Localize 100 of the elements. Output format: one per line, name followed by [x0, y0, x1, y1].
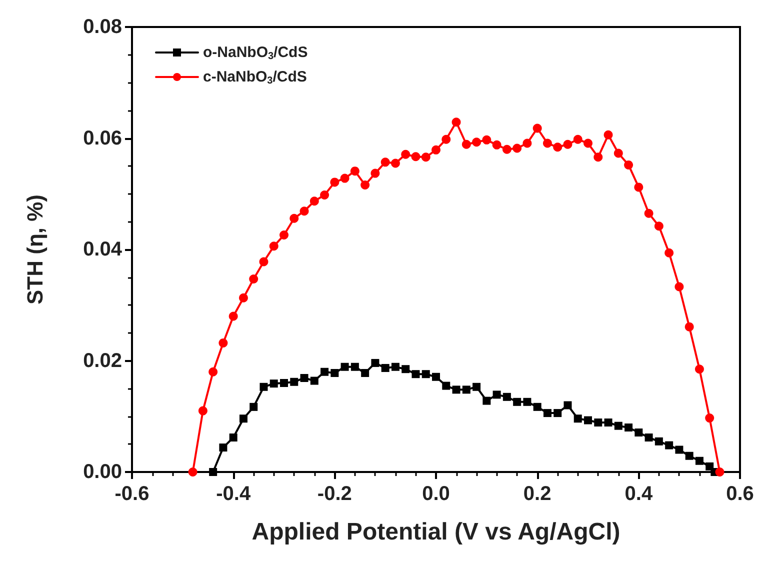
point: [482, 396, 491, 405]
point: [532, 124, 542, 133]
y-tick-label: 0.00: [83, 461, 122, 483]
point: [695, 456, 704, 465]
y-tick-label: 0.04: [83, 238, 123, 260]
point: [320, 368, 329, 376]
y-tick-label: 0.02: [83, 350, 122, 372]
point: [198, 406, 208, 416]
point: [614, 422, 622, 430]
point: [401, 150, 410, 159]
point: [250, 402, 258, 411]
point: [239, 414, 248, 423]
point: [188, 468, 198, 476]
point: [380, 158, 390, 167]
point: [370, 168, 380, 178]
point: [472, 382, 481, 391]
point: [270, 380, 278, 388]
point: [219, 444, 228, 452]
point: [290, 378, 298, 386]
x-tick-label: 0.6: [726, 483, 754, 505]
point: [361, 368, 370, 377]
point: [654, 437, 663, 446]
point: [290, 214, 299, 223]
point: [340, 362, 349, 371]
point: [634, 182, 644, 192]
point: [260, 382, 268, 391]
point: [228, 312, 238, 321]
point: [553, 142, 562, 152]
x-tick-label: -0.4: [216, 483, 252, 505]
x-tick-label: 0.4: [624, 483, 654, 505]
point: [523, 398, 532, 406]
point: [604, 418, 612, 426]
point: [674, 282, 684, 292]
point: [533, 402, 542, 411]
point: [381, 364, 390, 372]
point: [452, 118, 461, 127]
point: [624, 160, 634, 170]
point: [442, 134, 451, 144]
point: [229, 434, 238, 442]
y-axis-title: STH (η, %): [22, 194, 48, 304]
point: [554, 409, 562, 418]
point: [522, 138, 532, 148]
point: [654, 222, 664, 231]
x-tick-label: -0.2: [317, 483, 352, 505]
point: [412, 370, 420, 378]
point: [472, 138, 482, 147]
x-tick-label: 0.2: [523, 483, 552, 505]
point: [574, 414, 582, 423]
x-tick-label: 0.0: [422, 483, 450, 505]
x-tick-label: -0.6: [114, 483, 150, 505]
point: [573, 134, 582, 144]
point: [280, 379, 288, 387]
point: [694, 364, 704, 374]
point: [390, 158, 400, 168]
point: [218, 338, 228, 348]
point: [675, 446, 684, 454]
point: [684, 322, 694, 332]
point: [584, 138, 592, 148]
point: [259, 257, 268, 266]
point: [502, 144, 512, 154]
point: [320, 190, 330, 200]
point: [238, 293, 248, 302]
point: [665, 441, 674, 450]
point: [269, 242, 278, 251]
point: [300, 374, 308, 382]
point: [604, 130, 613, 140]
point: [208, 367, 218, 376]
point: [442, 382, 450, 390]
point: [563, 140, 572, 149]
point: [512, 144, 522, 153]
point: [421, 152, 430, 162]
point: [664, 248, 674, 258]
point: [310, 376, 318, 385]
x-axis-title: Applied Potential (V vs Ag/AgCl): [252, 518, 620, 546]
point: [462, 386, 470, 394]
point: [644, 208, 654, 218]
point: [624, 424, 633, 432]
point: [594, 152, 603, 162]
point: [685, 452, 694, 460]
point: [502, 392, 511, 401]
point: [310, 196, 319, 206]
point: [350, 166, 360, 176]
point: [432, 372, 440, 381]
point: [482, 135, 492, 144]
point: [360, 180, 370, 190]
point: [542, 138, 552, 148]
point: [705, 414, 714, 423]
point: [300, 206, 309, 216]
point: [411, 152, 420, 162]
point: [634, 428, 643, 437]
y-tick-label: 0.08: [83, 16, 122, 38]
point: [564, 401, 572, 410]
point: [543, 409, 552, 418]
point: [594, 418, 602, 426]
point: [330, 178, 340, 187]
point: [513, 398, 522, 406]
point: [209, 468, 218, 476]
point: [422, 370, 430, 378]
point: [391, 362, 400, 371]
point: [371, 358, 380, 367]
